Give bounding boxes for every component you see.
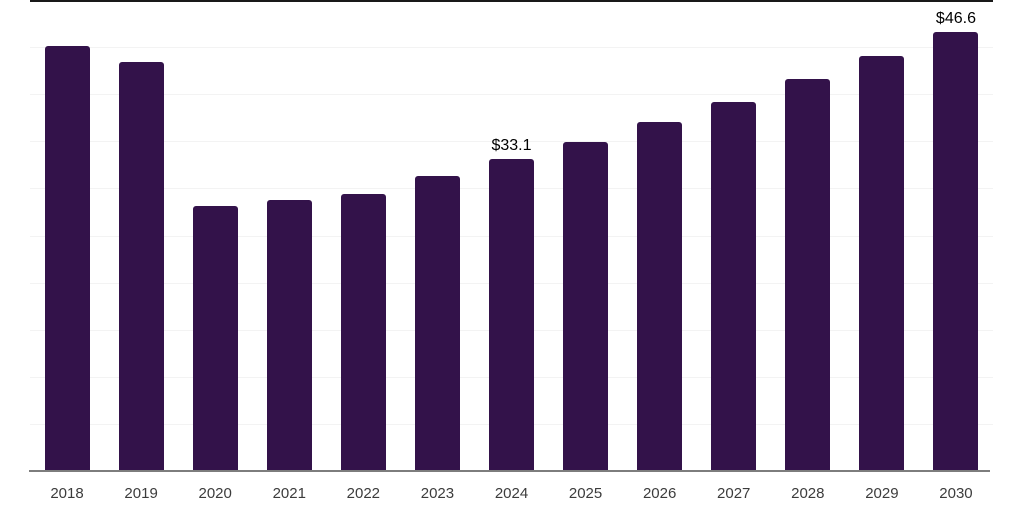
gridline-35 bbox=[30, 141, 993, 143]
value-label-2024: $33.1 bbox=[491, 137, 532, 155]
x-tick-label-2020: 2020 bbox=[198, 485, 232, 502]
bar-2024 bbox=[489, 159, 534, 471]
x-tick-label-2018: 2018 bbox=[50, 485, 84, 502]
bar-2023 bbox=[414, 176, 460, 471]
x-tick-label-2028: 2028 bbox=[791, 485, 825, 502]
x-axis-line bbox=[29, 470, 990, 472]
gridline-40 bbox=[30, 94, 993, 96]
bar-2025 bbox=[563, 142, 609, 471]
x-tick-label-2025: 2025 bbox=[568, 485, 603, 502]
x-tick-label-2029: 2029 bbox=[865, 485, 899, 502]
x-tick-label-2023: 2023 bbox=[420, 485, 455, 502]
x-tick-label-2021: 2021 bbox=[272, 485, 306, 502]
bar-2022 bbox=[340, 194, 386, 471]
bar-2026 bbox=[637, 122, 683, 471]
x-tick-label-2022: 2022 bbox=[346, 485, 381, 502]
x-tick-label-2024: 2024 bbox=[494, 485, 529, 502]
x-tick-label-2030: 2030 bbox=[939, 485, 973, 502]
x-tick-label-2026: 2026 bbox=[642, 485, 677, 502]
bar-2021 bbox=[266, 199, 312, 471]
x-tick-label-2019: 2019 bbox=[124, 485, 158, 502]
gridline-45 bbox=[30, 47, 993, 49]
x-tick-label-2027: 2027 bbox=[717, 485, 751, 502]
bar-2019 bbox=[118, 62, 164, 471]
bar-2030 bbox=[933, 32, 979, 471]
plot-top-border bbox=[30, 0, 993, 2]
bar-2028 bbox=[785, 79, 831, 471]
bar-2018 bbox=[44, 46, 90, 471]
value-label-2030: $46.6 bbox=[935, 10, 976, 28]
bar-2020 bbox=[192, 206, 238, 471]
bar-2029 bbox=[859, 55, 905, 471]
bar-2027 bbox=[711, 101, 757, 471]
